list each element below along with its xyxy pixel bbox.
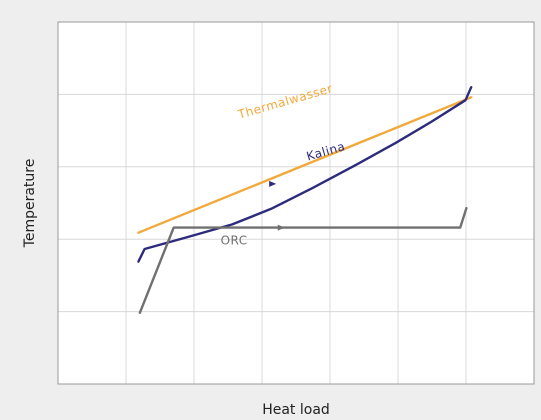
series-orc: ORC xyxy=(138,206,468,314)
y-axis-label: Temperature xyxy=(22,159,38,249)
series-line-kalina xyxy=(137,86,473,263)
x-axis-label: Heat load xyxy=(262,402,330,418)
plot-frame xyxy=(57,21,535,385)
grid xyxy=(58,22,534,384)
plot-area xyxy=(58,22,534,384)
series-line-orc xyxy=(138,206,468,314)
series-label-orc: ORC xyxy=(221,234,248,248)
series-arrow-kalina xyxy=(269,180,277,187)
series-arrow-orc xyxy=(277,224,285,231)
series-line-thermalwasser xyxy=(137,96,473,234)
